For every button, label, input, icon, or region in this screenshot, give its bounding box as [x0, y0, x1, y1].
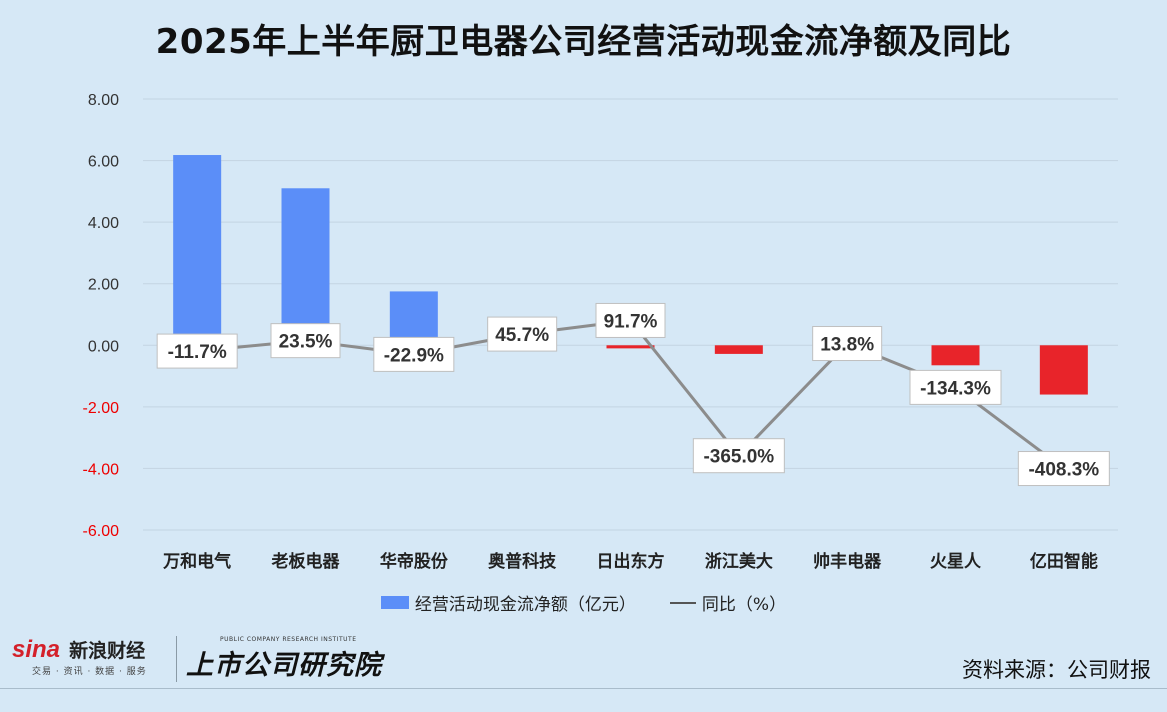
data-label-box [595, 302, 666, 338]
sina-cn-name: 新浪财经 [69, 640, 146, 662]
bar-华帝股份 [389, 291, 438, 346]
bar-火星人 [931, 345, 980, 366]
data-label: 91.7% [595, 302, 666, 338]
data-labels: -11.7% 23.5% -22.9% 45.7% 91.7% -365.0% 13.8% -… [156, 302, 1110, 487]
chart-area: 8.00 6.00 4.00 2.00 0.00 -2.00 -4.00 -6.00 -11.… [83, 92, 1118, 572]
bar-亿田智能 [1039, 345, 1088, 395]
legend-label-bar: 经营活动现金流净额（亿元） [414, 595, 636, 615]
legend-swatch-line [669, 601, 696, 604]
y-tick-label: -6.00 [83, 523, 120, 540]
data-label-text: 91.7% [604, 311, 658, 332]
institute-cn-name: 上市公司研究院 [186, 650, 382, 681]
logo-divider [176, 636, 177, 682]
data-label-box [373, 336, 455, 372]
legend-label-line: 同比（%） [701, 595, 787, 615]
x-tick-label: 奥普科技 [488, 551, 557, 572]
x-axis-ticks: 万和电气 老板电器 华帝股份 奥普科技 日出东方 浙江美大 帅丰电器 火星人 亿田智能 [162, 551, 1098, 572]
legend-item-line: 同比（%） [669, 590, 787, 615]
y-tick-label: -2.00 [83, 400, 120, 417]
institute-logo: PUBLIC COMPANY RESEARCH INSTITUTE 上市公司研究… [186, 636, 382, 682]
x-tick-label: 亿田智能 [1030, 551, 1098, 572]
sina-wordmark: sina [12, 636, 61, 663]
x-tick-label: 日出东方 [597, 551, 665, 572]
data-label-box [487, 316, 558, 352]
institute-en-name: PUBLIC COMPANY RESEARCH INSTITUTE [220, 636, 357, 643]
data-label: -365.0% [692, 438, 785, 474]
x-tick-label: 浙江美大 [705, 551, 773, 572]
x-tick-label: 华帝股份 [380, 551, 449, 572]
x-tick-label: 万和电气 [162, 551, 231, 572]
data-label: -134.3% [909, 369, 1002, 405]
data-label: 45.7% [487, 316, 558, 352]
y-tick-label: 2.00 [88, 277, 119, 294]
data-label-box [909, 369, 1002, 405]
bar-浙江美大 [714, 345, 763, 354]
data-label-text: -365.0% [703, 447, 774, 468]
y-tick-label: 4.00 [88, 215, 119, 232]
bar-日出东方 [606, 345, 655, 349]
y-tick-label: 6.00 [88, 154, 119, 171]
data-label-box [270, 323, 341, 359]
legend-item-bar: 经营活动现金流净额（亿元） [380, 590, 636, 615]
data-label-text: -408.3% [1028, 460, 1099, 481]
y-tick-label: -4.00 [83, 461, 120, 478]
source-note: 资料来源：公司财报 [962, 658, 1151, 682]
data-label-box [156, 333, 238, 369]
x-tick-label: 火星人 [930, 552, 982, 572]
data-label-text: 23.5% [279, 332, 333, 353]
legend: 经营活动现金流净额（亿元） 同比（%） [0, 590, 1167, 615]
data-label: 13.8% [812, 326, 883, 362]
data-label-text: -22.9% [384, 345, 444, 366]
data-label: -408.3% [1017, 451, 1110, 487]
sina-finance-logo: sina 新浪财经 交易 · 资讯 · 数据 · 服务 [12, 636, 172, 682]
legend-swatch-bar [380, 596, 409, 609]
x-tick-label: 帅丰电器 [813, 551, 882, 572]
data-label-text: 13.8% [820, 335, 874, 356]
x-tick-label: 老板电器 [271, 551, 341, 572]
y-tick-label: 8.00 [88, 92, 119, 109]
sina-tagline: 交易 · 资讯 · 数据 · 服务 [32, 667, 147, 677]
data-label: -22.9% [373, 336, 455, 372]
y-axis-ticks: 8.00 6.00 4.00 2.00 0.00 -2.00 -4.00 -6.00 [83, 92, 120, 540]
data-label: 23.5% [270, 323, 341, 359]
data-label-box [1017, 451, 1110, 487]
data-label-text: -11.7% [168, 342, 227, 363]
data-label-text: 45.7% [495, 325, 549, 346]
y-tick-label: 0.00 [88, 338, 119, 355]
chart-title: 2025年上半年厨卫电器公司经营活动现金流净额及同比 [155, 22, 1012, 62]
bar-万和电气 [173, 155, 222, 346]
footer-divider [0, 688, 1167, 689]
data-label-box [692, 438, 785, 474]
bar-series [173, 155, 1088, 395]
data-label-text: -134.3% [920, 378, 991, 399]
data-label-box [812, 326, 883, 362]
bar-老板电器 [281, 188, 330, 346]
data-label: -11.7% [156, 333, 238, 369]
